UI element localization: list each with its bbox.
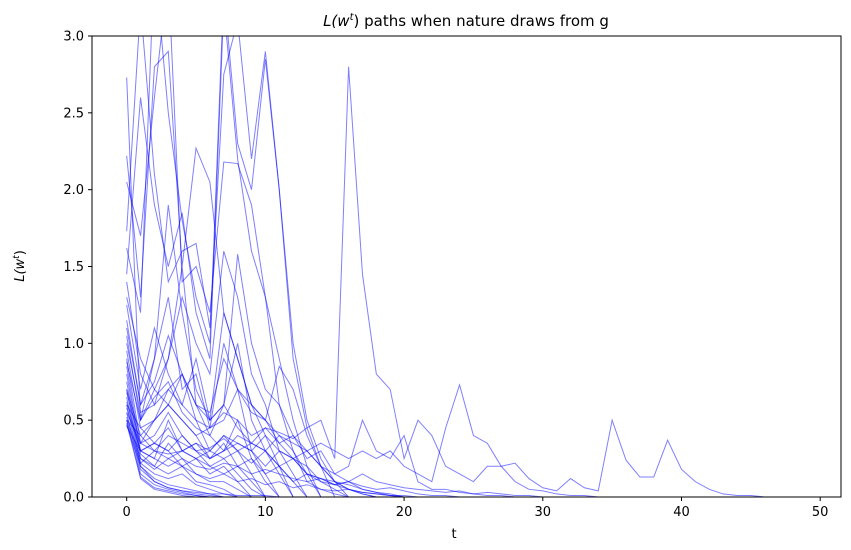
chart-title: L(wt) paths when nature draws from g	[323, 12, 609, 30]
x-tick-label: 40	[673, 505, 690, 520]
series-line-36	[126, 424, 807, 497]
y-axis-label: L(wt)	[12, 250, 28, 282]
series-line-33	[126, 327, 322, 497]
x-axis-ticks: 0 10 20 30 40 50	[123, 497, 829, 520]
series-line-21	[126, 389, 238, 497]
series-line-13	[126, 297, 280, 497]
y-tick-label: 0.5	[63, 414, 84, 429]
series-line-35	[126, 420, 405, 497]
series-line-2	[126, 383, 682, 497]
x-tick-label: 50	[812, 505, 829, 520]
series-line-32	[126, 426, 571, 497]
series-line-10	[126, 250, 308, 497]
y-tick-label: 2.0	[63, 183, 84, 198]
series-line-26	[126, 423, 197, 497]
series-line-30	[126, 416, 432, 497]
x-axis-label: t	[451, 527, 456, 542]
y-tick-label: 1.0	[63, 337, 84, 352]
y-tick-label: 2.5	[63, 106, 84, 121]
series-line-27	[126, 389, 349, 497]
series-line-14	[126, 266, 280, 497]
plot-background	[92, 36, 841, 497]
y-axis-ticks: 0.0 0.5 1.0 1.5 2.0 2.5 3.0	[63, 30, 92, 506]
series-line-19	[126, 373, 252, 497]
x-tick-label: 20	[396, 505, 413, 520]
y-tick-label: 0.0	[63, 491, 84, 506]
series-lines	[126, 36, 807, 497]
series-line-6	[126, 36, 349, 497]
x-tick-label: 10	[257, 505, 274, 520]
x-tick-label: 30	[535, 505, 552, 520]
x-tick-label: 0	[123, 505, 131, 520]
series-line-8	[126, 36, 336, 497]
series-line-9	[126, 36, 322, 497]
y-tick-label: 3.0	[63, 30, 84, 45]
y-tick-label: 1.5	[63, 260, 84, 275]
series-line-29	[126, 407, 474, 497]
series-line-1	[126, 66, 807, 497]
